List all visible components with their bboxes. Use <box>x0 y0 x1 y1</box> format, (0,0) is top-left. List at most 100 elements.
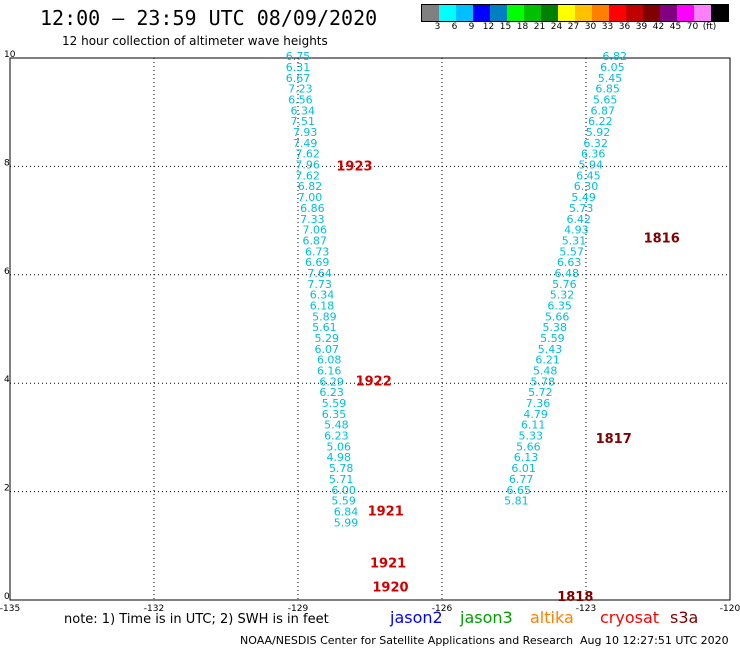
y-tick-label: 6 <box>4 267 10 277</box>
wave-height-point: 6.82 <box>603 50 628 63</box>
wave-height-point: 6.34 <box>291 104 316 117</box>
color-swatch <box>558 5 575 21</box>
wave-height-point: 5.45 <box>598 72 623 85</box>
wave-height-point: 6.29 <box>319 375 344 388</box>
wave-height-point: 5.94 <box>579 159 604 172</box>
color-swatch <box>711 5 728 21</box>
wave-height-point: 5.61 <box>312 321 337 334</box>
x-tick-label: -120 <box>720 604 740 614</box>
wave-height-point: 6.84 <box>334 505 359 518</box>
wave-height-point: 6.22 <box>588 115 613 128</box>
wave-height-point: 6.36 <box>581 148 606 161</box>
plot-frame <box>9 57 731 601</box>
x-tick-label: -126 <box>432 604 453 614</box>
wave-height-point: 7.93 <box>293 126 318 139</box>
wave-height-point: 5.89 <box>312 310 337 323</box>
wave-height-point: 6.30 <box>574 180 599 193</box>
wave-height-point: 5.71 <box>329 473 354 486</box>
wave-height-point: 5.78 <box>329 462 354 475</box>
wave-height-point: 7.36 <box>526 397 551 410</box>
wave-height-point: 7.00 <box>298 191 323 204</box>
wave-height-point: 7.62 <box>295 169 320 182</box>
x-tick-label: -132 <box>144 604 164 614</box>
wave-height-point: 7.96 <box>295 159 320 172</box>
wave-height-point: 5.31 <box>562 234 587 247</box>
wave-height-point: 6.21 <box>535 354 560 367</box>
wave-height-point: 5.48 <box>324 419 349 432</box>
color-swatch <box>422 5 439 21</box>
color-scale-label: 45 <box>669 22 682 32</box>
color-swatch <box>677 5 694 21</box>
wave-height-point: 5.06 <box>327 440 352 453</box>
wave-height-point: 5.59 <box>331 495 356 508</box>
color-swatch <box>609 5 626 21</box>
color-swatch <box>643 5 660 21</box>
color-scale-label: 33 <box>601 22 614 32</box>
color-swatch <box>507 5 524 21</box>
wave-height-point: 6.00 <box>331 484 356 497</box>
time-label: 1923 <box>336 160 372 175</box>
color-scale-label: 9 <box>468 22 475 32</box>
wave-height-point: 5.59 <box>322 397 347 410</box>
wave-height-point: 6.69 <box>305 256 330 269</box>
wave-height-point: 7.49 <box>293 137 318 150</box>
color-scale-label: 12 <box>482 22 495 32</box>
wave-height-point: 5.78 <box>531 375 556 388</box>
wave-height-point: 5.76 <box>552 278 577 291</box>
y-tick-label: 2 <box>4 484 10 494</box>
wave-height-point: 5.73 <box>569 202 594 215</box>
wave-height-point: 6.08 <box>317 354 342 367</box>
color-swatch <box>473 5 490 21</box>
color-scale-label: 39 <box>635 22 648 32</box>
wave-height-point: 4.98 <box>327 451 352 464</box>
time-label: 1920 <box>372 580 408 595</box>
wave-height-point: 6.42 <box>567 213 592 226</box>
wave-height-point: 6.63 <box>557 256 582 269</box>
wave-height-point: 7.64 <box>307 267 332 280</box>
color-scale-label: 27 <box>567 22 580 32</box>
time-label: 1817 <box>596 432 632 447</box>
color-scale-label: 36 <box>618 22 631 32</box>
wave-height-point: 6.87 <box>303 234 328 247</box>
wave-height-point: 5.66 <box>545 310 570 323</box>
color-scale-label: 24 <box>550 22 563 32</box>
time-label: 1816 <box>644 231 680 246</box>
x-tick-label: -129 <box>288 604 309 614</box>
color-scale-bar <box>421 4 729 22</box>
wave-height-point: 6.77 <box>509 473 534 486</box>
wave-height-point: 7.51 <box>291 115 316 128</box>
wave-height-point: 5.72 <box>528 386 553 399</box>
wave-height-point: 6.32 <box>583 137 608 150</box>
color-scale-label: 42 <box>652 22 665 32</box>
wave-height-point: 7.33 <box>300 213 325 226</box>
wave-height-point: 7.73 <box>307 278 332 291</box>
wave-height-point: 6.18 <box>310 299 335 312</box>
wave-height-point: 6.05 <box>600 61 625 74</box>
y-tick-label: 10 <box>4 50 16 60</box>
x-tick-label: -135 <box>0 604 20 614</box>
wave-height-point: 5.29 <box>315 332 340 345</box>
wave-height-point: 6.86 <box>300 202 325 215</box>
color-swatch <box>694 5 711 21</box>
wave-height-point: 5.57 <box>559 245 584 258</box>
wave-height-point: 5.49 <box>571 191 596 204</box>
wave-height-point: 5.38 <box>543 321 568 334</box>
color-scale-label: 15 <box>499 22 512 32</box>
wave-height-point: 7.23 <box>288 83 313 96</box>
color-swatch <box>490 5 507 21</box>
wave-height-point: 5.92 <box>586 126 611 139</box>
wave-height-point: 6.87 <box>591 104 616 117</box>
color-scale-label: 6 <box>451 22 458 32</box>
wave-height-point: 6.65 <box>507 484 532 497</box>
color-scale-label: 3 <box>434 22 441 32</box>
wave-height-point: 6.35 <box>322 408 347 421</box>
wave-height-point: 5.99 <box>334 516 359 529</box>
color-swatch <box>575 5 592 21</box>
color-swatch <box>524 5 541 21</box>
wave-height-point: 7.06 <box>303 224 328 237</box>
color-scale-label: 21 <box>533 22 546 32</box>
y-tick-label: 8 <box>4 158 10 168</box>
time-label: 1922 <box>356 374 392 389</box>
y-tick-label: 4 <box>4 375 10 385</box>
